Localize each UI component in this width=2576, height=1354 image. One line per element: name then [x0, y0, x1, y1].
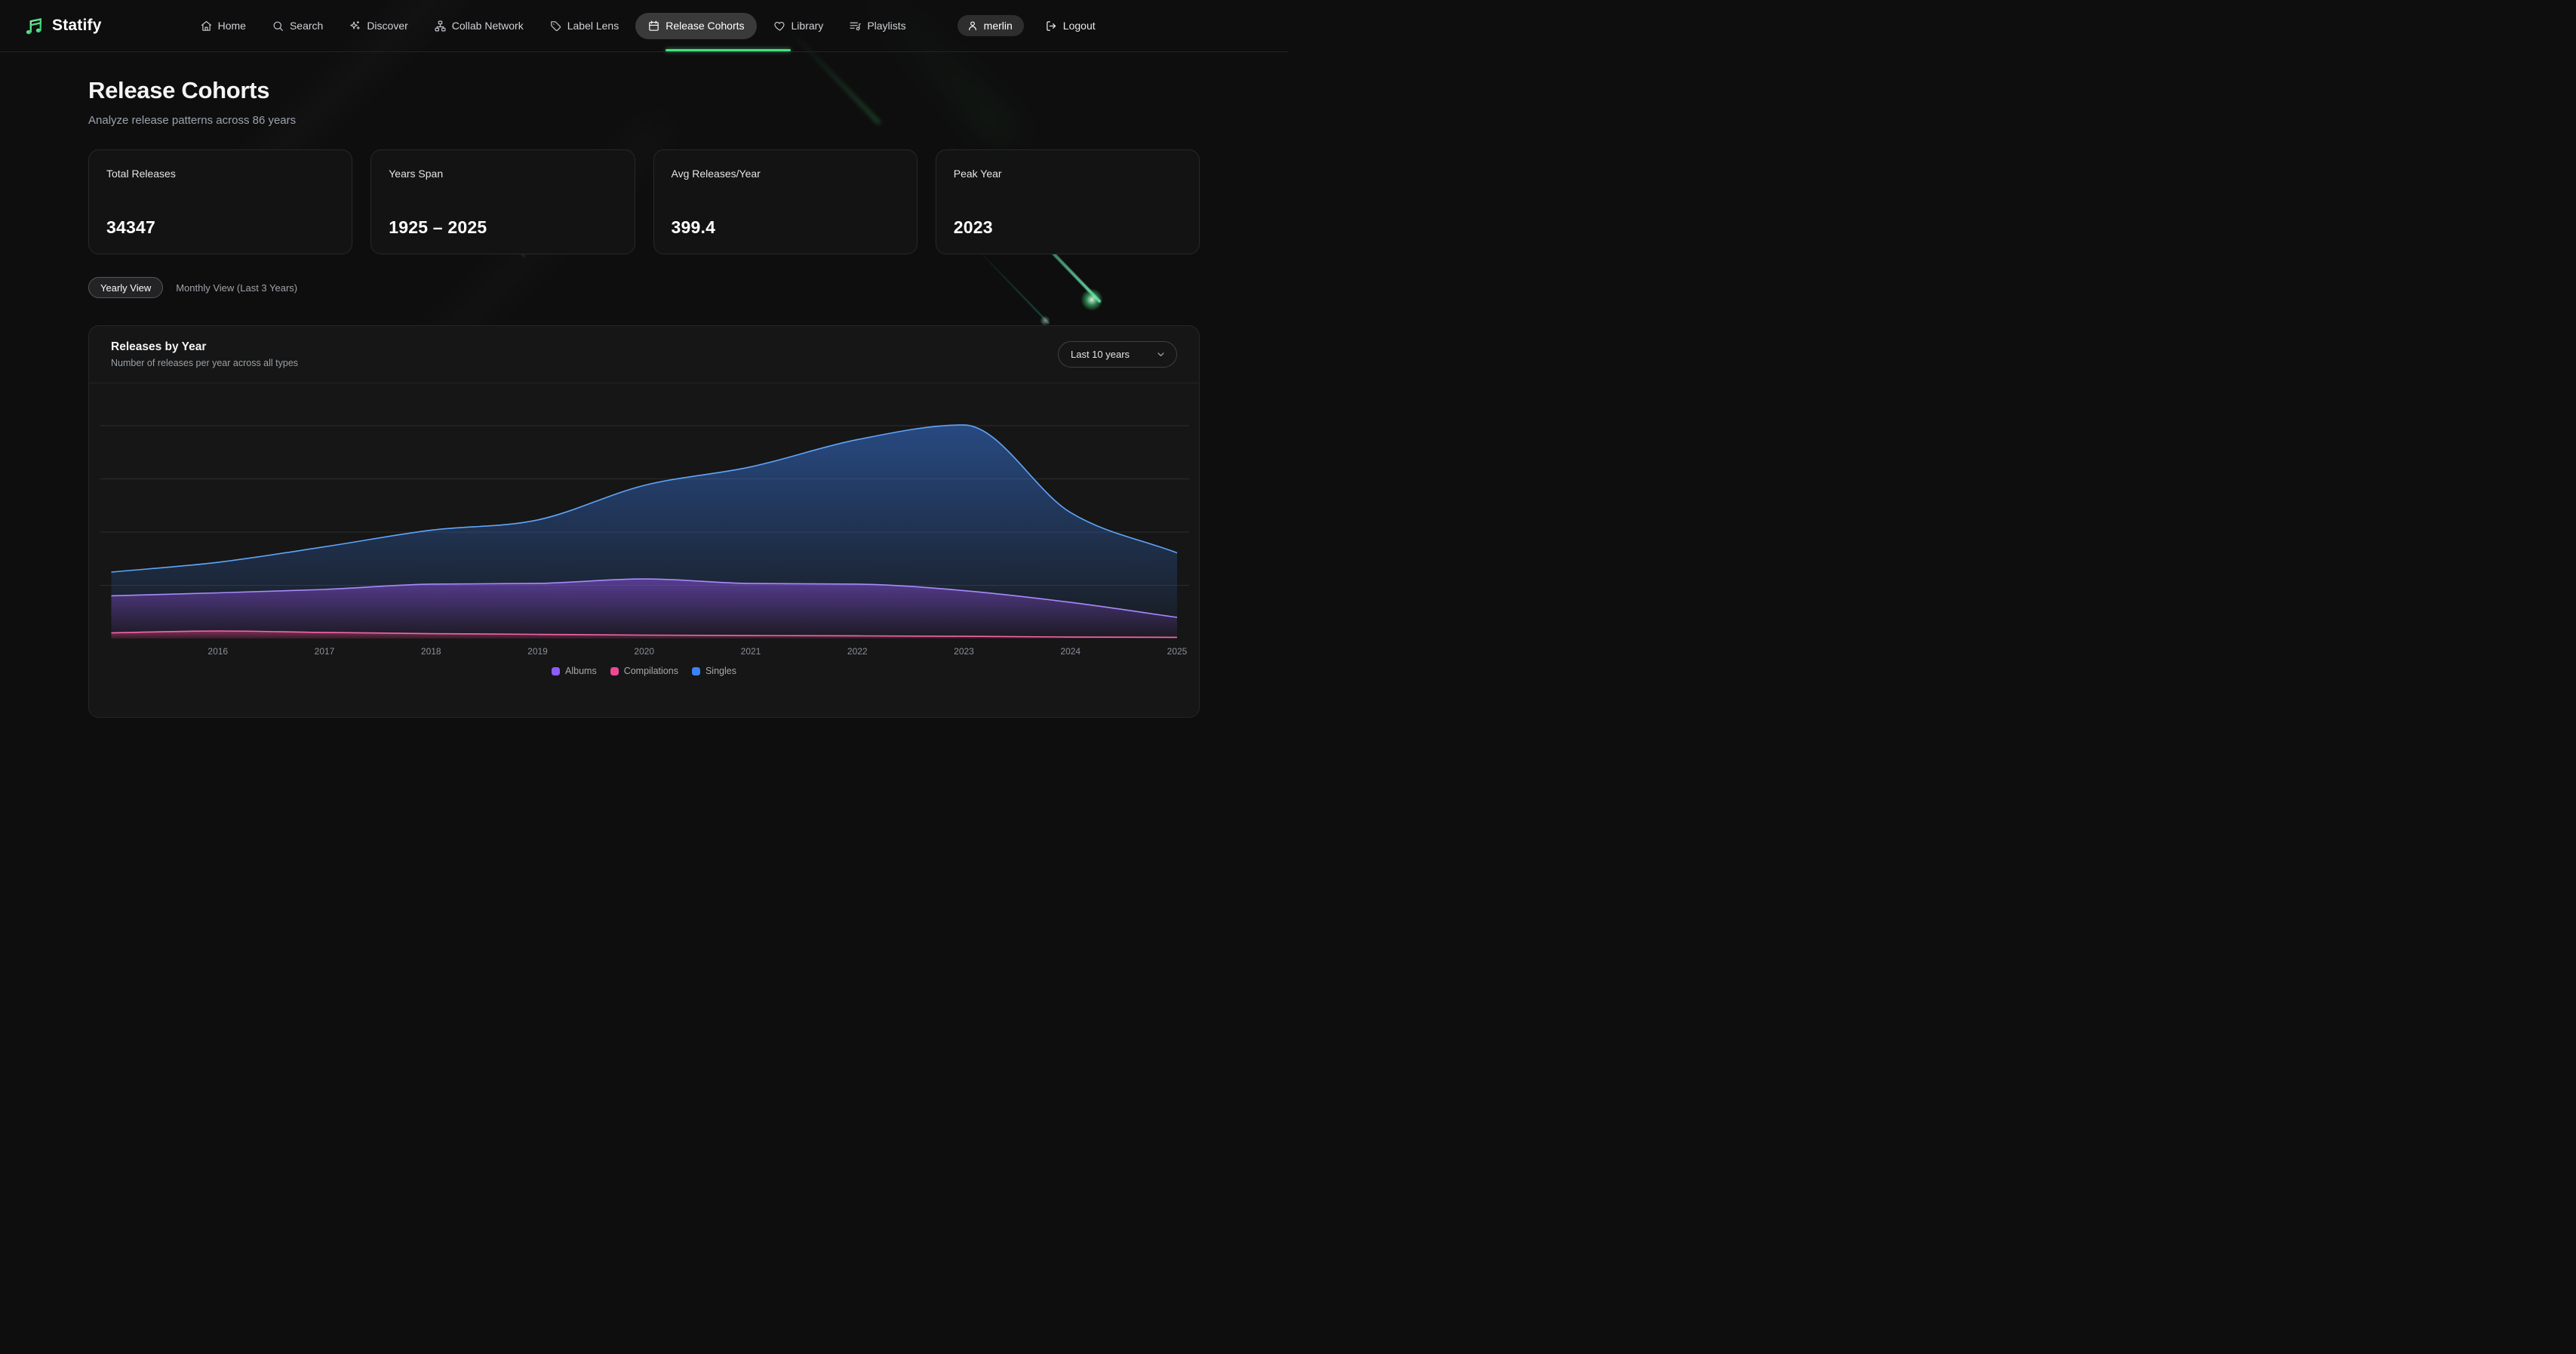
sparkles-icon: [350, 20, 361, 29]
x-axis-tick-label: 2020: [634, 646, 654, 657]
page-title: Release Cohorts: [88, 77, 270, 103]
releases-by-year-card: Releases by Year Number of releases per …: [88, 325, 1200, 718]
stat-value: 34347: [106, 217, 155, 237]
chevron-down-icon: [1157, 352, 1164, 356]
monthly-view-button[interactable]: Monthly View (Last 3 Years): [174, 277, 300, 298]
network-icon: [435, 20, 446, 31]
nav-item-label: Release Cohorts: [666, 20, 745, 32]
active-nav-underline: [666, 49, 791, 51]
chart-legend: Albums Compilations Singles: [89, 666, 1199, 676]
legend-color-dot: [552, 666, 561, 675]
stat-card-avg-releases: Avg Releases/Year 399.4: [653, 149, 918, 254]
music-note-logo-icon: [26, 18, 41, 35]
nav-item-discover[interactable]: Discover: [340, 13, 417, 39]
view-toggle: Yearly View Monthly View (Last 3 Years): [88, 277, 1200, 298]
stat-card-peak-year: Peak Year 2023: [935, 149, 1200, 254]
nav-item-label: Label Lens: [567, 20, 619, 32]
x-axis-tick-label: 2025: [1167, 646, 1188, 657]
chart-title: Releases by Year: [111, 340, 207, 353]
tag-icon: [550, 20, 561, 31]
legend-item-albums: Albums: [552, 666, 597, 676]
top-nav: Statify Home Search Discover: [0, 0, 1288, 52]
legend-label: Albums: [565, 666, 597, 676]
app-title: Statify: [52, 17, 102, 34]
x-axis-tick-label: 2019: [527, 646, 548, 657]
page-subtitle: Analyze release patterns across 86 years: [88, 114, 297, 127]
username: merlin: [983, 20, 1013, 32]
stat-label: Years Span: [389, 168, 444, 180]
home-icon: [201, 20, 211, 31]
legend-item-compilations: Compilations: [610, 666, 678, 676]
x-axis-tick-label: 2023: [954, 646, 974, 657]
stacked-area-chart: 2016 2017 2018 2019 2020 2021 2022 2023 2024 2025: [100, 424, 1189, 657]
search-icon: [273, 21, 283, 31]
main-menu: Home Search Discover Collab Network: [191, 12, 915, 39]
x-axis-tick-label: 2021: [741, 646, 761, 657]
chart-body: 2016 2017 2018 2019 2020 2021 2022 2023 2024 2025…: [89, 383, 1199, 676]
user-icon: [968, 21, 976, 31]
stat-card-years-span: Years Span 1925 – 2025: [370, 149, 635, 254]
nav-item-label: Home: [217, 20, 246, 32]
range-select-dropdown[interactable]: Last 10 years: [1058, 341, 1177, 368]
nav-item-home[interactable]: Home: [191, 13, 255, 39]
nav-item-label-lens[interactable]: Label Lens: [540, 13, 629, 39]
chart-subtitle: Number of releases per year across all t…: [111, 358, 299, 368]
stat-value: 1925 – 2025: [389, 217, 487, 237]
brand[interactable]: Statify: [23, 14, 102, 37]
x-axis-tick-label: 2022: [847, 646, 868, 657]
yearly-view-button[interactable]: Yearly View: [88, 277, 164, 298]
nav-item-label: Library: [791, 20, 824, 32]
nav-item-label: Collab Network: [451, 20, 524, 32]
nav-item-playlists[interactable]: Playlists: [840, 13, 915, 39]
x-axis-tick-label: 2018: [421, 646, 441, 657]
x-axis-tick-label: 2016: [207, 646, 228, 657]
stat-label: Avg Releases/Year: [671, 168, 761, 180]
nav-item-label: Search: [289, 20, 324, 32]
chart-header: Releases by Year Number of releases per …: [89, 326, 1199, 383]
calendar-icon: [649, 20, 659, 31]
logout-button[interactable]: Logout: [1041, 14, 1100, 38]
heart-icon: [773, 21, 785, 31]
logout-label: Logout: [1062, 20, 1096, 32]
logout-icon: [1046, 20, 1056, 31]
nav-item-collab-network[interactable]: Collab Network: [425, 13, 533, 39]
nav-item-label: Playlists: [867, 20, 906, 32]
legend-color-dot: [691, 666, 700, 675]
legend-item-singles: Singles: [691, 666, 736, 676]
stat-label: Peak Year: [953, 168, 1002, 180]
legend-color-dot: [610, 666, 619, 675]
main-content: Release Cohorts Analyze release patterns…: [0, 77, 1288, 718]
playlist-icon: [850, 22, 862, 30]
stat-value: 399.4: [671, 217, 716, 237]
stat-value: 2023: [953, 217, 993, 237]
x-axis-tick-label: 2017: [315, 646, 335, 657]
stat-card-total-releases: Total Releases 34347: [88, 149, 353, 254]
nav-item-release-cohorts[interactable]: Release Cohorts: [635, 12, 757, 39]
nav-item-label: Discover: [367, 20, 408, 32]
nav-item-search[interactable]: Search: [263, 13, 332, 39]
legend-label: Compilations: [623, 666, 678, 676]
range-select-value: Last 10 years: [1071, 349, 1130, 360]
x-axis-tick-label: 2024: [1060, 646, 1081, 657]
nav-item-library[interactable]: Library: [764, 13, 833, 39]
legend-label: Singles: [705, 666, 736, 676]
stat-label: Total Releases: [106, 168, 176, 180]
user-menu-button[interactable]: merlin: [957, 15, 1024, 36]
stats-row: Total Releases 34347 Years Span 1925 – 2…: [88, 149, 1200, 254]
